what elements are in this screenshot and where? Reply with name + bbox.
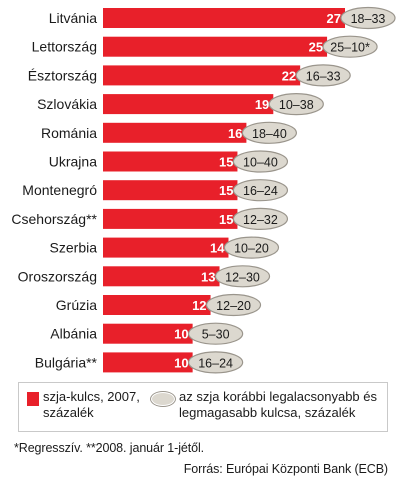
value-label: 15 xyxy=(219,212,233,227)
category-label: Grúzia xyxy=(56,297,97,313)
range-oval xyxy=(295,64,351,87)
bar xyxy=(103,94,274,115)
range-label: 16–24 xyxy=(243,184,278,198)
legend-bar-swatch xyxy=(27,392,39,406)
bar-chart: Litvánia 27 18–33 Lettország 25 25–10* Észtors… xyxy=(11,6,396,374)
range-oval xyxy=(188,351,244,374)
bar xyxy=(103,208,238,229)
category-label: Ukrajna xyxy=(49,154,97,170)
category-label: Litvánia xyxy=(49,10,97,26)
range-oval xyxy=(205,293,262,317)
category-label: Oroszország xyxy=(18,268,97,284)
range-label: 12–32 xyxy=(243,213,278,227)
legend-oval-swatch xyxy=(151,392,175,406)
range-label: 16–24 xyxy=(198,356,233,370)
bar xyxy=(103,65,301,86)
range-oval xyxy=(268,92,324,116)
range-oval xyxy=(188,322,244,345)
bar xyxy=(103,151,238,172)
category-label: Szlovákia xyxy=(37,96,97,112)
bar xyxy=(103,323,193,344)
source-note: Forrás: Európai Központi Bank (ECB) xyxy=(183,462,388,476)
range-label: 18–33 xyxy=(351,12,386,26)
range-oval xyxy=(232,150,289,173)
value-label: 22 xyxy=(282,68,296,83)
footnote: *Regresszív. **2008. január 1-jétől. xyxy=(14,441,205,455)
category-label: Románia xyxy=(41,125,97,141)
range-label: 25–10* xyxy=(330,41,370,55)
value-label: 27 xyxy=(327,11,341,26)
range-label: 18–40 xyxy=(252,127,287,141)
category-label: Bulgária** xyxy=(35,354,98,370)
range-label: 5–30 xyxy=(202,328,230,342)
bar xyxy=(103,266,220,287)
bar xyxy=(103,237,229,258)
value-label: 12 xyxy=(192,298,206,313)
value-label: 13 xyxy=(201,269,215,284)
value-label: 15 xyxy=(219,155,233,170)
value-label: 19 xyxy=(255,97,269,112)
category-label: Szerbia xyxy=(50,240,98,256)
range-label: 10–38 xyxy=(279,98,314,112)
range-oval xyxy=(241,121,298,144)
range-oval xyxy=(223,236,280,259)
category-label: Észtország xyxy=(28,67,97,83)
bar xyxy=(103,122,247,143)
range-label: 12–30 xyxy=(225,270,260,284)
range-label: 12–20 xyxy=(216,299,251,313)
value-label: 10 xyxy=(174,327,188,342)
range-oval xyxy=(340,6,396,30)
legend-bar-label: szja-kulcs, 2007, százalék xyxy=(43,389,140,420)
bar xyxy=(103,295,211,315)
value-label: 16 xyxy=(228,126,242,141)
value-label: 25 xyxy=(309,40,323,55)
bar xyxy=(103,180,238,201)
range-oval xyxy=(214,265,271,288)
category-label: Csehország** xyxy=(11,211,97,227)
range-label: 10–20 xyxy=(234,242,269,256)
range-oval xyxy=(322,35,378,58)
bar xyxy=(103,8,345,28)
range-label: 16–33 xyxy=(306,69,341,83)
category-label: Montenegró xyxy=(22,182,97,198)
category-label: Albánia xyxy=(50,326,97,342)
range-label: 10–40 xyxy=(243,156,278,170)
value-label: 10 xyxy=(174,355,188,370)
bar xyxy=(103,352,193,373)
legend: szja-kulcs, 2007, százalék az szja koráb… xyxy=(18,382,388,432)
value-label: 15 xyxy=(219,183,233,198)
range-oval xyxy=(232,207,289,230)
category-label: Lettország xyxy=(32,39,97,55)
value-label: 14 xyxy=(210,241,225,256)
bar xyxy=(103,36,328,57)
legend-oval-label: az szja korábbi legalacsonyabb és legmag… xyxy=(179,389,378,420)
range-oval xyxy=(232,179,289,202)
